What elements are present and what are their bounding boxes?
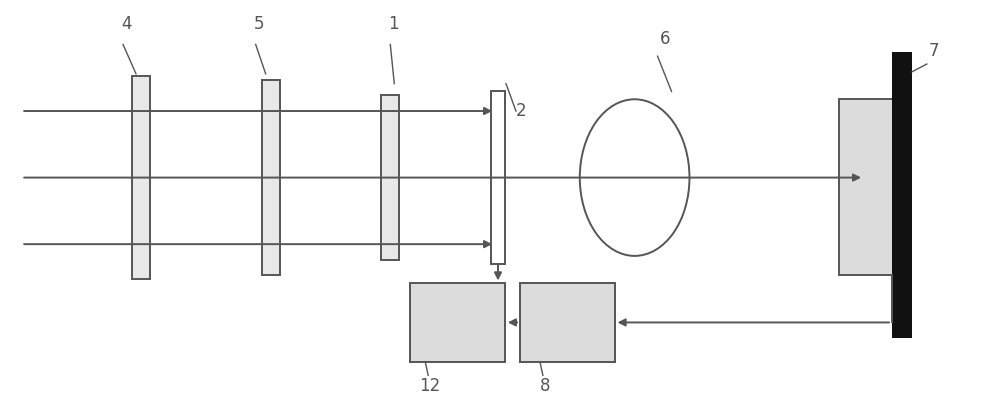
Text: 4: 4 (121, 15, 131, 33)
Bar (520, 283, 615, 362)
Text: 8: 8 (540, 377, 550, 395)
Bar (839, 99, 904, 276)
Bar (381, 95, 399, 260)
Bar (132, 76, 150, 279)
Text: 7: 7 (929, 42, 939, 60)
Bar (262, 80, 280, 276)
Text: 2: 2 (516, 102, 527, 120)
Text: 12: 12 (420, 377, 441, 395)
Bar (410, 283, 505, 362)
Ellipse shape (580, 99, 689, 256)
Text: 1: 1 (388, 15, 399, 33)
Bar (892, 52, 912, 338)
Text: 6: 6 (660, 30, 670, 48)
Bar (491, 92, 505, 264)
Text: 5: 5 (253, 15, 264, 33)
